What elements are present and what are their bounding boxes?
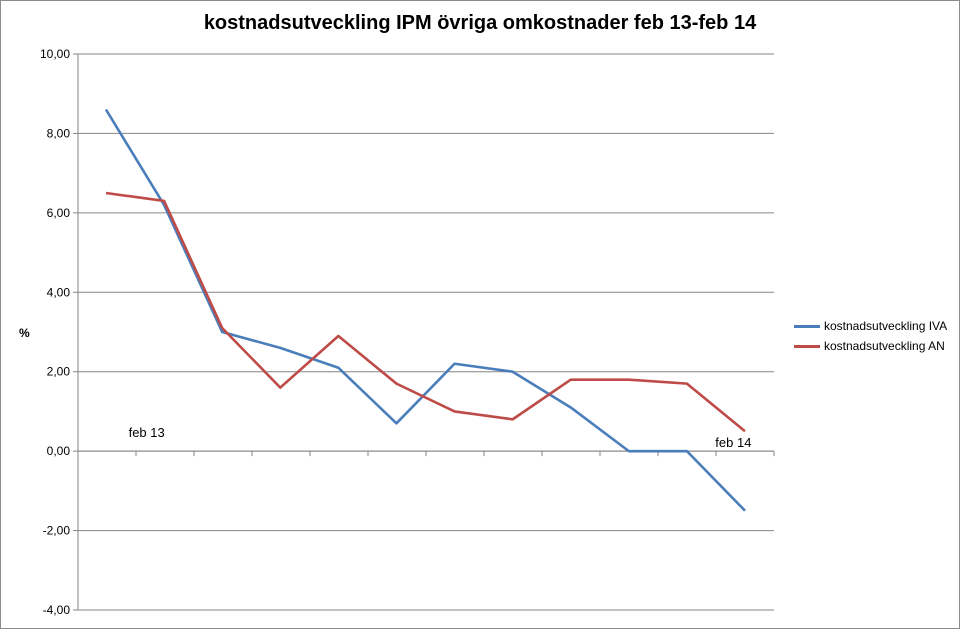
legend: kostnadsutveckling IVA kostnadsutvecklin… bbox=[794, 316, 947, 356]
legend-swatch-an bbox=[794, 344, 820, 348]
y-tick-label: 2,00 bbox=[47, 365, 71, 379]
y-tick-label: 6,00 bbox=[47, 206, 71, 220]
series-line-iva bbox=[104, 108, 746, 512]
annotation-label: feb 13 bbox=[129, 425, 165, 440]
legend-item-an: kostnadsutveckling AN bbox=[794, 336, 947, 356]
y-tick-labels: -4,00 -2,00 0,00 2,00 4,00 6,00 8,00 10,00 bbox=[40, 47, 70, 617]
axes bbox=[73, 53, 775, 611]
legend-item-iva: kostnadsutveckling IVA bbox=[794, 316, 947, 336]
legend-label-an: kostnadsutveckling AN bbox=[824, 339, 945, 353]
y-tick-label: -4,00 bbox=[43, 603, 71, 617]
y-tick-label: 4,00 bbox=[47, 285, 71, 299]
annotation-label: feb 14 bbox=[715, 435, 751, 450]
y-tick-label: 10,00 bbox=[40, 47, 70, 61]
annotations: feb 13 feb 14 bbox=[129, 425, 752, 450]
gridlines bbox=[78, 53, 774, 611]
y-tick-label: 8,00 bbox=[47, 126, 71, 140]
series-line-an bbox=[105, 191, 746, 433]
legend-label-iva: kostnadsutveckling IVA bbox=[824, 319, 948, 333]
y-axis-label: % bbox=[19, 326, 30, 340]
chart-title: kostnadsutveckling IPM övriga omkostnade… bbox=[203, 12, 757, 34]
legend-swatch-iva bbox=[794, 324, 820, 328]
y-tick-label: -2,00 bbox=[43, 524, 71, 538]
series-lines bbox=[104, 108, 746, 512]
y-tick-label: 0,00 bbox=[47, 444, 71, 458]
